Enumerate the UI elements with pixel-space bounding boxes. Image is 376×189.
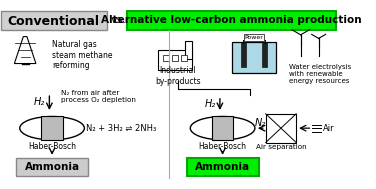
Text: Power: Power [244,35,264,40]
Text: Natural gas
steam methane
reforming: Natural gas steam methane reforming [52,40,112,70]
Bar [158,50,192,70]
Text: Haber-Bosch: Haber-Bosch [199,142,247,151]
Text: H₂: H₂ [34,97,45,107]
Bar [181,55,187,61]
Bar [262,42,267,67]
Bar [266,114,296,143]
Text: Haber-Bosch: Haber-Bosch [28,142,76,151]
Bar [1,11,107,30]
Text: Air separation: Air separation [256,144,306,150]
Bar [185,41,192,59]
Bar [16,158,88,176]
Text: Water electrolysis
with renewable
energy resources: Water electrolysis with renewable energy… [289,64,351,84]
Text: Ammonia: Ammonia [195,162,250,172]
Bar [172,55,178,61]
Text: Conventional: Conventional [8,15,100,28]
Bar [187,158,259,176]
Text: N₂ from air after
process O₂ depletion: N₂ from air after process O₂ depletion [61,90,136,103]
Bar [41,116,63,140]
Text: Air: Air [323,124,335,133]
Text: Ammonia: Ammonia [24,162,80,172]
Text: H₂: H₂ [205,99,216,109]
Text: vs.: vs. [111,15,126,26]
Ellipse shape [20,116,84,140]
Text: N₂: N₂ [255,118,266,128]
Text: Alternative low-carbon ammonia production: Alternative low-carbon ammonia productio… [101,15,362,26]
Bar [212,116,233,140]
Text: N₂ + 3H₂ ⇌ 2NH₃: N₂ + 3H₂ ⇌ 2NH₃ [86,124,156,133]
Bar [127,11,336,30]
Ellipse shape [190,116,255,140]
Text: Industrial
by-products: Industrial by-products [155,66,200,86]
Bar [163,55,169,61]
Bar [232,42,276,73]
Bar [241,42,246,67]
